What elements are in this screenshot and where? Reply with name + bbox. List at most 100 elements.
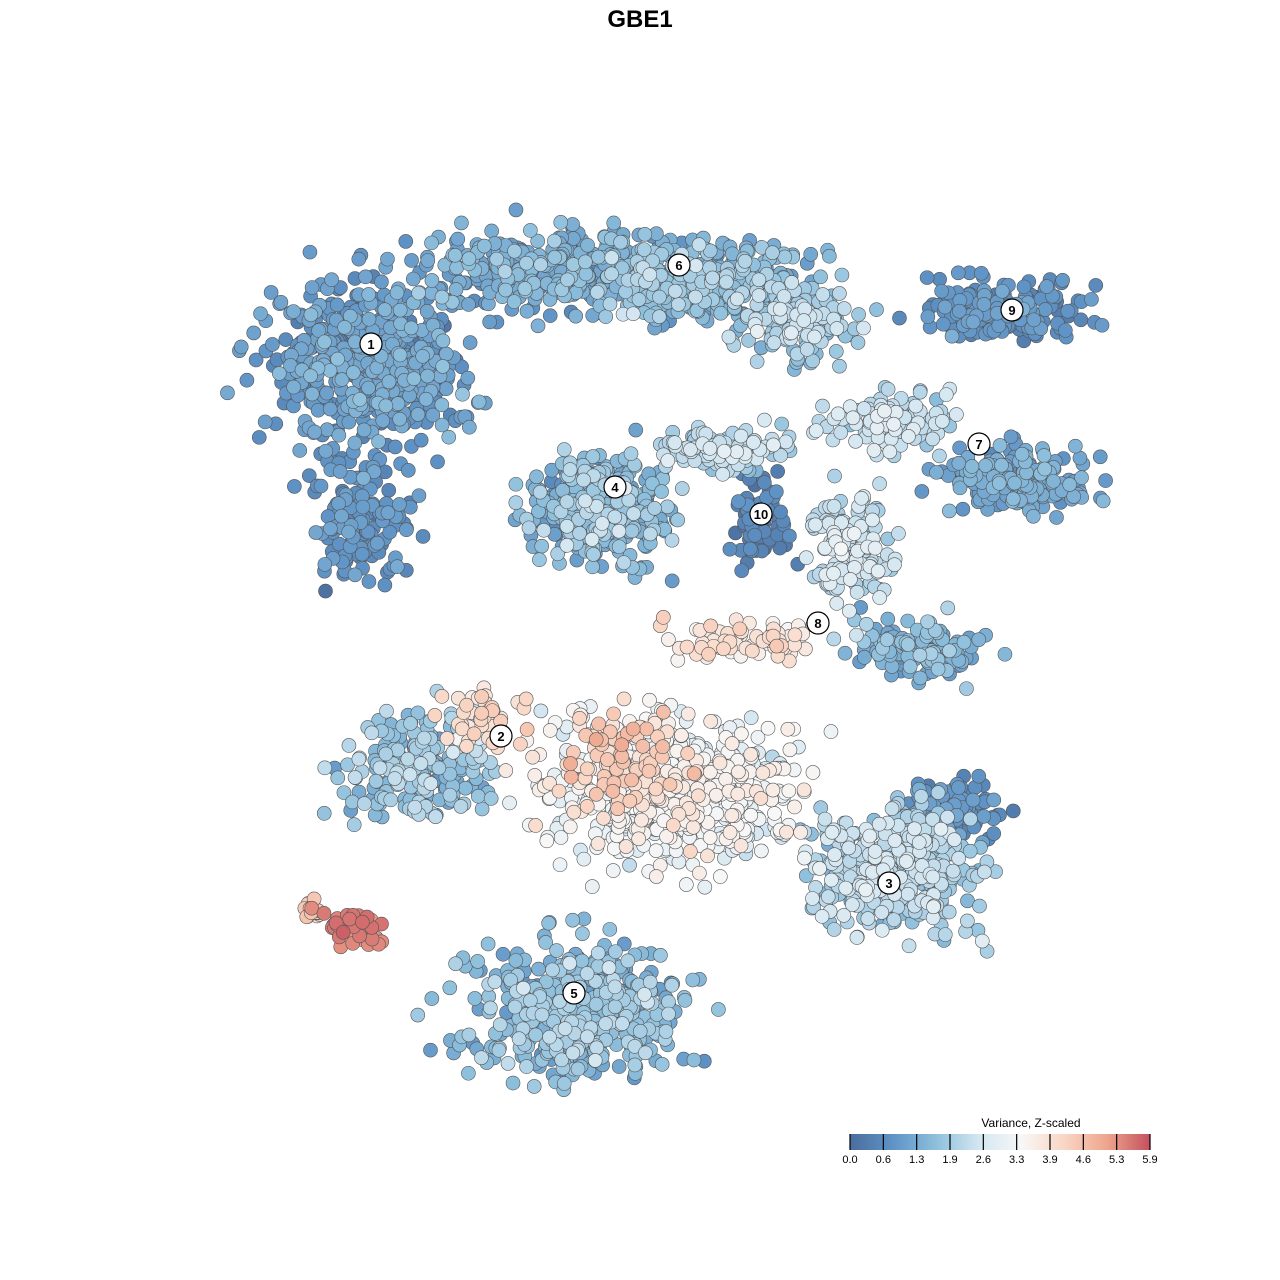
data-point [480, 936, 496, 952]
data-point [568, 308, 584, 324]
data-point [747, 527, 763, 543]
data-point [401, 463, 416, 478]
data-point [860, 911, 876, 926]
data-point [337, 319, 352, 335]
data-point [733, 428, 749, 444]
data-point [557, 1021, 573, 1036]
data-point [1036, 448, 1052, 463]
data-point [799, 342, 815, 357]
data-point [833, 541, 849, 557]
data-point [765, 782, 781, 798]
data-point [780, 721, 796, 737]
data-point [346, 365, 361, 380]
data-point [941, 904, 957, 920]
data-point [959, 681, 974, 696]
data-point [318, 583, 333, 599]
data-point [542, 308, 558, 323]
data-point [705, 270, 720, 286]
data-point [329, 297, 345, 313]
data-point [815, 287, 831, 302]
data-point [508, 202, 524, 218]
data-point [442, 787, 458, 803]
data-point [442, 980, 458, 996]
data-point [330, 351, 345, 367]
data-point [447, 247, 463, 263]
data-point [837, 645, 853, 661]
data-point [562, 462, 578, 477]
data-point [1039, 279, 1055, 294]
data-point [257, 414, 273, 430]
data-point [950, 265, 966, 281]
data-point [808, 517, 823, 533]
data-point [539, 833, 555, 849]
data-point [828, 344, 844, 359]
data-point [849, 930, 865, 945]
data-point [944, 328, 960, 344]
data-point [556, 442, 572, 457]
data-point [220, 385, 235, 401]
data-point [654, 484, 669, 499]
data-point [688, 289, 703, 305]
data-point [542, 1029, 557, 1045]
data-point [637, 226, 653, 242]
data-point [351, 751, 367, 767]
data-point [378, 746, 394, 762]
data-point [962, 843, 978, 859]
data-point [287, 479, 302, 494]
data-point [580, 1029, 595, 1045]
data-point [874, 922, 890, 938]
data-point [737, 253, 753, 269]
data-point [972, 898, 987, 914]
data-point [530, 233, 545, 249]
data-point [992, 438, 1008, 453]
data-point [805, 765, 821, 780]
data-point [642, 267, 658, 282]
data-point [483, 791, 499, 806]
data-point [977, 864, 992, 880]
data-point [418, 391, 434, 407]
data-point [461, 251, 477, 267]
data-point [579, 966, 595, 981]
data-point [891, 526, 906, 541]
data-point [507, 243, 522, 259]
data-point [498, 282, 513, 298]
data-point [986, 826, 1002, 841]
data-point [508, 495, 524, 510]
data-point [1098, 473, 1113, 488]
data-point [1055, 272, 1070, 288]
data-point [912, 647, 928, 663]
data-point [590, 945, 606, 961]
data-point [598, 309, 614, 324]
data-point [1068, 438, 1083, 454]
data-point [455, 386, 470, 402]
data-point [820, 889, 836, 905]
data-point [375, 413, 391, 428]
data-point [435, 333, 451, 349]
data-point [357, 796, 372, 811]
data-point [585, 559, 600, 575]
data-point [553, 215, 569, 230]
data-point [1084, 292, 1099, 307]
data-point [304, 280, 320, 295]
data-point [545, 962, 560, 978]
data-point [420, 253, 436, 268]
data-point [371, 434, 386, 449]
data-point [608, 944, 623, 959]
data-point [529, 469, 544, 485]
data-point [901, 938, 917, 954]
data-point [364, 725, 380, 741]
data-point [964, 459, 980, 474]
data-point [587, 1053, 603, 1068]
data-point [1092, 449, 1108, 465]
data-point [829, 321, 845, 336]
data-point [358, 269, 373, 285]
data-point [994, 457, 1009, 473]
data-point [686, 1052, 702, 1068]
data-point [846, 526, 862, 541]
data-point [584, 879, 600, 894]
data-point [856, 320, 871, 336]
data-point [448, 282, 464, 297]
data-point [651, 309, 667, 324]
data-point [381, 483, 397, 498]
